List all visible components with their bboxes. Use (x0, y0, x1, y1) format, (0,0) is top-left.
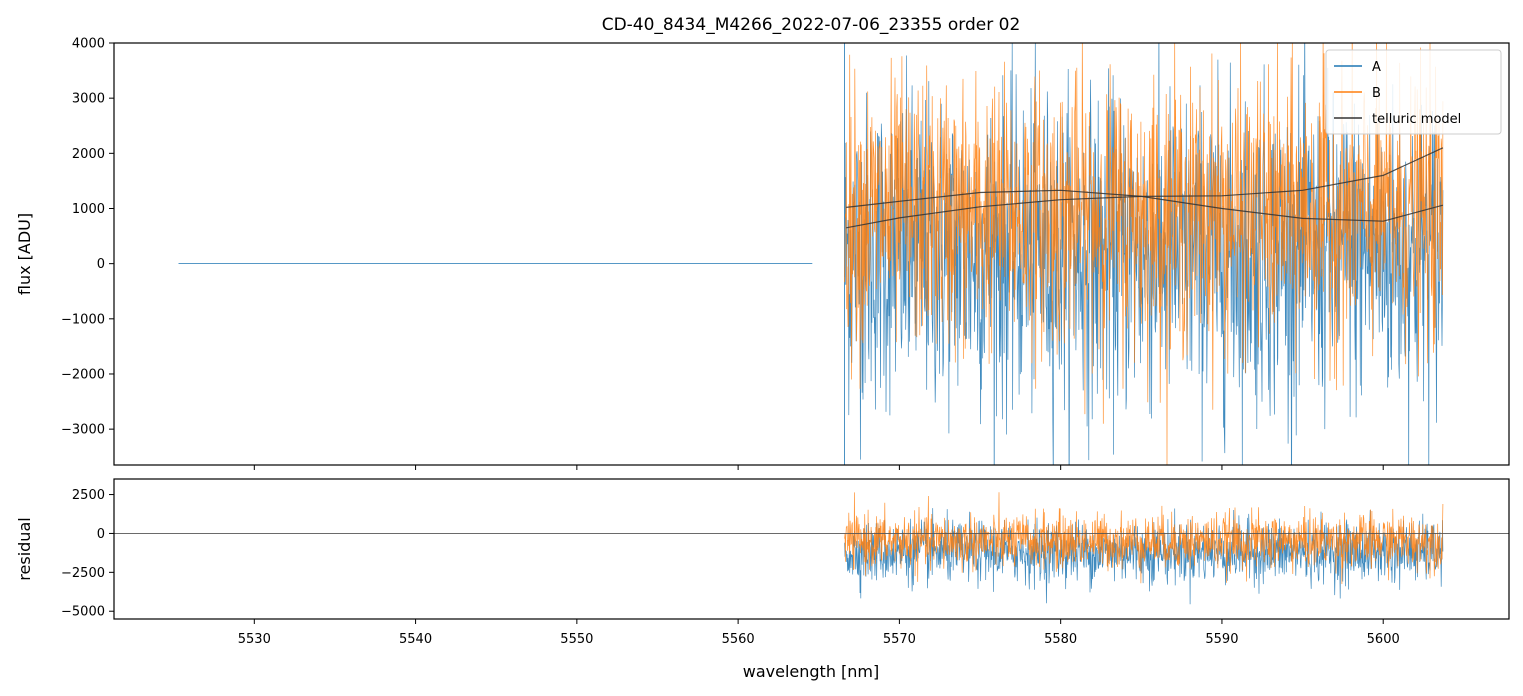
chart-title: CD-40_8434_M4266_2022-07-06_23355 order … (602, 15, 1021, 35)
residual-series-group (114, 492, 1509, 605)
legend-label-b: B (1372, 86, 1381, 101)
flux-y-tick-label: 2000 (72, 147, 105, 162)
legend: A B telluric model (1325, 49, 1502, 135)
x-tick-label: 5580 (1044, 632, 1077, 647)
flux-y-tick-label: 3000 (72, 92, 105, 107)
residual-y-label: residual (15, 517, 34, 580)
flux-x-ticks (253, 465, 1384, 470)
flux-y-ticks: −3000 −2000 −1000 0 1000 2000 3000 4000 (61, 37, 114, 438)
residual-x-ticks: 5530 5540 5550 5560 5570 5580 5590 5600 (238, 619, 1400, 647)
residual-y-tick-label: −2500 (61, 566, 105, 581)
x-tick-label: 5540 (399, 632, 432, 647)
flux-y-tick-label: −2000 (61, 367, 105, 382)
flux-y-tick-label: 1000 (72, 202, 105, 217)
residual-y-ticks: −5000 −2500 0 2500 (61, 488, 114, 620)
x-tick-label: 5550 (560, 632, 593, 647)
residual-plot-frame (113, 478, 1510, 620)
flux-panel: −3000 −2000 −1000 0 1000 2000 3000 4000 flux [A… (15, 37, 1510, 470)
residual-series-b-line (844, 492, 1444, 585)
x-tick-label: 5570 (883, 632, 916, 647)
x-tick-label: 5530 (238, 632, 271, 647)
flux-y-label: flux [ADU] (15, 213, 34, 295)
x-axis-label: wavelength [nm] (743, 662, 880, 681)
x-tick-label: 5560 (722, 632, 755, 647)
residual-panel: −5000 −2500 0 2500 5530 5540 5550 5560 5570 5580… (15, 478, 1510, 681)
legend-label-a: A (1372, 60, 1381, 75)
legend-label-telluric: telluric model (1372, 112, 1461, 127)
residual-y-tick-label: 0 (97, 527, 105, 542)
legend-box (1325, 49, 1502, 135)
flux-y-tick-label: 0 (97, 257, 105, 272)
flux-plot-frame (113, 42, 1510, 466)
series-b-line (844, 43, 1444, 465)
flux-series-group (178, 43, 1444, 465)
residual-y-tick-label: 2500 (72, 488, 105, 503)
x-tick-label: 5590 (1205, 632, 1238, 647)
flux-y-tick-label: 4000 (72, 37, 105, 52)
x-tick-label: 5600 (1367, 632, 1400, 647)
telluric-model-line-1 (846, 189, 1444, 222)
flux-y-tick-label: −3000 (61, 423, 105, 438)
flux-y-tick-label: −1000 (61, 312, 105, 327)
residual-y-tick-label: −5000 (61, 605, 105, 620)
